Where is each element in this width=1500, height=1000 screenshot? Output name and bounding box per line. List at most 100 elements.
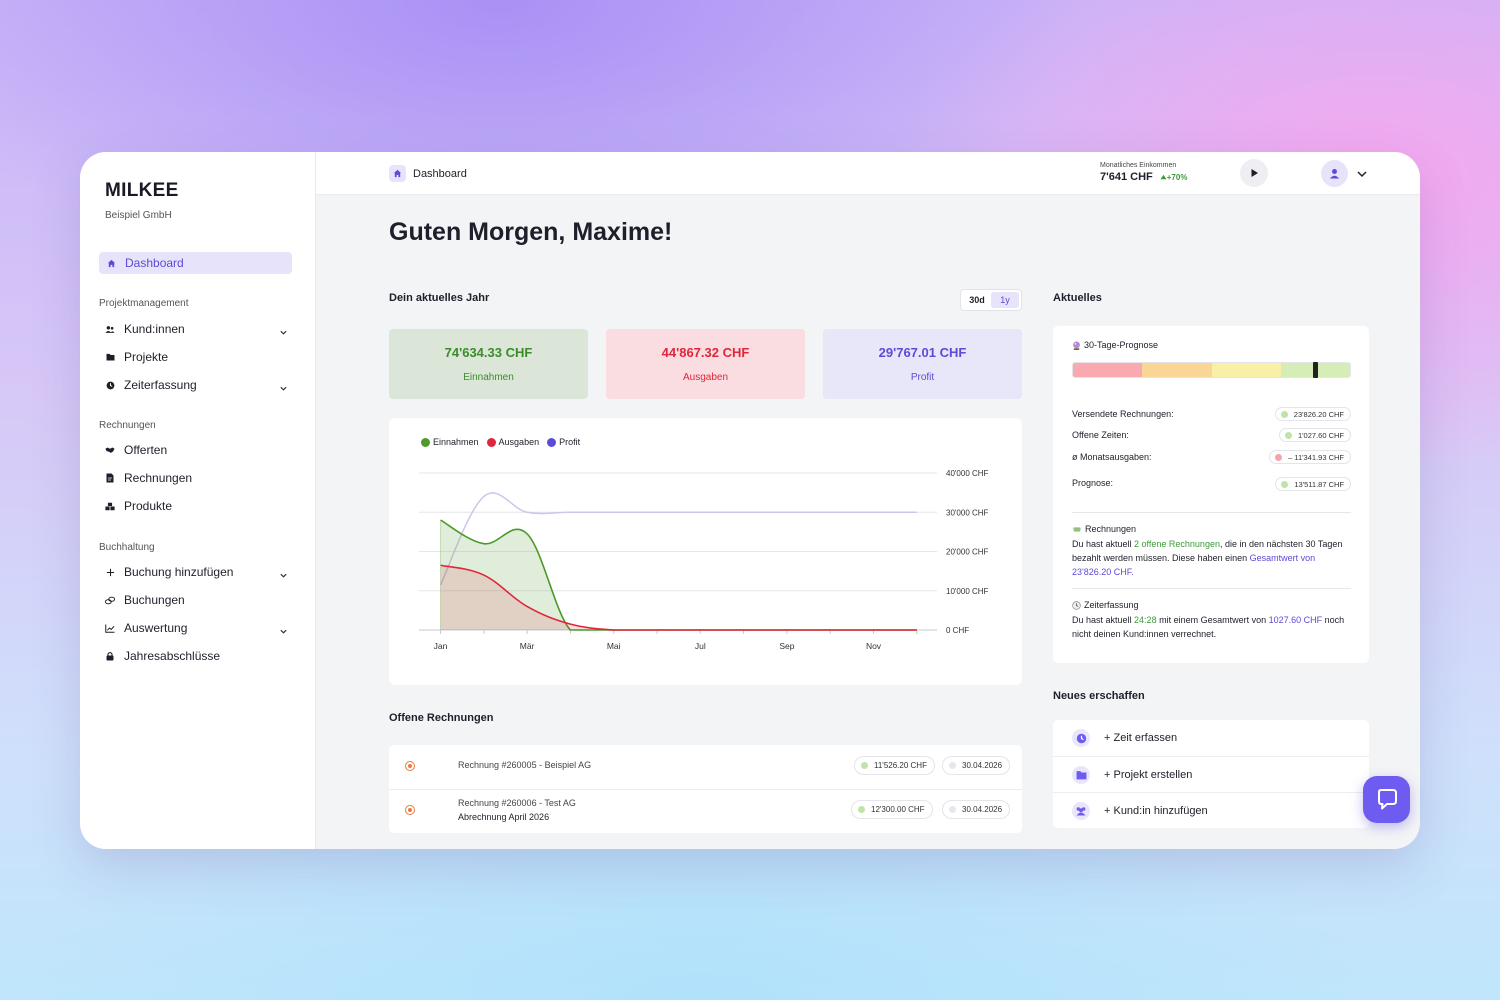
stat-value: 74'634.33 CHF bbox=[444, 345, 533, 360]
stat-card-profit[interactable]: 29'767.01 CHF Profit bbox=[823, 329, 1022, 399]
stat-value: 44'867.32 CHF bbox=[661, 345, 750, 360]
sidebar-item-label: Dashboard bbox=[125, 256, 184, 270]
app-window: MILKEE Beispiel GmbH Dashboard Projektma… bbox=[80, 152, 1420, 849]
monthly-income-delta-value: +70% bbox=[1166, 173, 1188, 182]
sidebar-item-jahresabschluesse[interactable]: Jahresabschlüsse bbox=[105, 646, 290, 666]
clock-icon bbox=[1072, 729, 1090, 747]
chevron-down-icon[interactable] bbox=[279, 324, 288, 342]
legend-swatch bbox=[421, 437, 430, 447]
sidebar-item-label: Jahresabschlüsse bbox=[124, 649, 221, 663]
nav-section-rechnungen: Rechnungen bbox=[99, 420, 156, 431]
create-label: + Zeit erfassen bbox=[1104, 732, 1178, 744]
period-option-30d[interactable]: 30d bbox=[969, 295, 985, 305]
legend-item-ausgaben[interactable]: Ausgaben bbox=[486, 437, 539, 447]
divider bbox=[1072, 588, 1351, 589]
chevron-down-icon[interactable] bbox=[279, 567, 288, 585]
company-name: Beispiel GmbH bbox=[105, 210, 172, 221]
brand-logo[interactable]: MILKEE bbox=[105, 180, 179, 201]
kv-value: 23'826.20 CHF bbox=[1293, 409, 1344, 419]
total-value-link[interactable]: Gesamtwert von 23'826.20 CHF. bbox=[1072, 553, 1316, 577]
pending-status-icon bbox=[405, 805, 415, 815]
series-line-profit bbox=[439, 492, 917, 586]
sidebar-item-buchungen[interactable]: Buchungen bbox=[105, 590, 290, 610]
invoice-row[interactable]: Rechnung #260006 - Test AG Abrechnung Ap… bbox=[389, 789, 1022, 832]
sidebar-item-dashboard[interactable]: Dashboard bbox=[99, 252, 292, 274]
note-text: Du hast aktuell bbox=[1072, 539, 1135, 549]
timer-play-button[interactable] bbox=[1240, 159, 1268, 187]
chevron-down-icon[interactable] bbox=[279, 623, 288, 641]
kv-badge-offene-zeiten: 1'027.60 CHF bbox=[1278, 428, 1351, 442]
invoice-date-badge: 30.04.2026 bbox=[942, 756, 1011, 775]
note-text: Du hast aktuell bbox=[1072, 615, 1135, 625]
forecast-bar bbox=[1072, 362, 1351, 378]
sidebar-item-projekte[interactable]: Projekte bbox=[105, 347, 290, 367]
rechnungen-note-title: Rechnungen bbox=[1072, 524, 1136, 534]
sidebar-item-offerten[interactable]: Offerten bbox=[105, 440, 290, 460]
legend-label: Einnahmen bbox=[433, 437, 479, 447]
open-invoices-title: Offene Rechnungen bbox=[389, 712, 494, 724]
forecast-title: 30-Tage-Prognose bbox=[1072, 340, 1158, 350]
zeiterfassung-note-title: Zeiterfassung bbox=[1072, 600, 1139, 610]
invoice-icon bbox=[105, 473, 115, 483]
year-chart-card: Einnahmen Ausgaben Profit 40'000 CHF 30'0… bbox=[389, 418, 1022, 685]
users-icon bbox=[105, 324, 115, 334]
monthly-income-value: 7'641 CHF +70% bbox=[1100, 171, 1187, 183]
nav-section-buchhaltung: Buchhaltung bbox=[99, 542, 155, 553]
breadcrumb-label: Dashboard bbox=[413, 167, 467, 180]
period-option-1y[interactable]: 1y bbox=[991, 292, 1019, 308]
invoice-title: Rechnung #260005 - Beispiel AG bbox=[458, 760, 592, 770]
note-text: , die in den nächsten 30 Tagen bezahlt w… bbox=[1072, 539, 1343, 563]
aktuelles-card: 30-Tage-Prognose Versendete Rechnungen: … bbox=[1053, 326, 1369, 663]
chevron-down-icon[interactable] bbox=[279, 380, 288, 398]
status-dot bbox=[1281, 480, 1289, 488]
forecast-marker bbox=[1313, 362, 1318, 378]
rechnungen-note-title-text: Rechnungen bbox=[1085, 524, 1137, 534]
legend-item-profit[interactable]: Profit bbox=[547, 437, 580, 447]
monthly-income-delta: +70% bbox=[1160, 173, 1188, 182]
year-section-title: Dein aktuelles Jahr bbox=[389, 292, 490, 304]
chevron-down-icon[interactable] bbox=[1356, 167, 1368, 185]
invoice-amount: 11'526.20 CHF bbox=[874, 761, 927, 770]
kv-value: 1'027.60 CHF bbox=[1297, 430, 1344, 440]
invoice-title: Rechnung #260006 - Test AG bbox=[458, 798, 576, 808]
series-line-ausgaben bbox=[440, 564, 917, 631]
sidebar-item-rechnungen[interactable]: Rechnungen bbox=[105, 468, 290, 488]
invoice-row[interactable]: Rechnung #260005 - Beispiel AG 11'526.20… bbox=[389, 745, 1022, 788]
sidebar-item-label: Buchungen bbox=[124, 593, 185, 607]
kv-value: – 11'341.93 CHF bbox=[1288, 452, 1344, 462]
status-dot bbox=[858, 806, 865, 813]
open-invoices-link[interactable]: 2 offene Rechnungen bbox=[1134, 539, 1220, 549]
sidebar-item-zeiterfassung[interactable]: Zeiterfassung bbox=[105, 375, 290, 395]
legend-item-einnahmen[interactable]: Einnahmen bbox=[421, 437, 479, 447]
create-project-button[interactable]: + Projekt erstellen bbox=[1053, 756, 1369, 792]
tracked-time-link[interactable]: 24:28 bbox=[1134, 615, 1157, 625]
sidebar-item-label: Produkte bbox=[124, 499, 173, 513]
stat-card-einnahmen[interactable]: 74'634.33 CHF Einnahmen bbox=[389, 329, 588, 399]
stat-card-ausgaben[interactable]: 44'867.32 CHF Ausgaben bbox=[606, 329, 805, 399]
sidebar-item-produkte[interactable]: Produkte bbox=[105, 496, 290, 516]
invoice-date: 30.04.2026 bbox=[962, 761, 1003, 770]
sidebar-item-auswertung[interactable]: Auswertung bbox=[105, 618, 290, 638]
help-chat-button[interactable] bbox=[1363, 776, 1410, 823]
series-area-einnahmen bbox=[440, 520, 917, 630]
sidebar-item-label: Offerten bbox=[124, 443, 168, 457]
sidebar-item-buchung-hinzufuegen[interactable]: Buchung hinzufügen bbox=[105, 562, 290, 582]
create-label: + Projekt erstellen bbox=[1104, 768, 1193, 781]
status-dot bbox=[1275, 453, 1283, 461]
area-chart: 40'000 CHF 30'000 CHF 20'000 CHF 10'000 CHF… bbox=[419, 469, 989, 651]
x-tick-label: Jan bbox=[434, 641, 448, 651]
page-title: Guten Morgen, Maxime! bbox=[389, 218, 673, 246]
time-value-link[interactable]: 1027.60 CHF bbox=[1268, 615, 1323, 625]
create-label: + Kund:in hinzufügen bbox=[1104, 804, 1208, 817]
stat-label: Profit bbox=[910, 372, 935, 383]
handshake-icon bbox=[105, 445, 115, 455]
legend-label: Profit bbox=[559, 437, 581, 447]
breadcrumb[interactable]: Dashboard bbox=[389, 165, 467, 182]
create-time-entry-button[interactable]: + Zeit erfassen bbox=[1053, 720, 1369, 756]
user-avatar[interactable] bbox=[1321, 160, 1348, 187]
sidebar-item-label: Projekte bbox=[124, 350, 169, 364]
sidebar-item-kundinnen[interactable]: Kund:innen bbox=[105, 319, 290, 339]
zeiterfassung-note-text: Du hast aktuell 24:28 mit einem Gesamtwe… bbox=[1072, 613, 1354, 641]
y-tick-label: 0 CHF bbox=[946, 626, 969, 635]
create-client-button[interactable]: + Kund:in hinzufügen bbox=[1053, 792, 1369, 828]
